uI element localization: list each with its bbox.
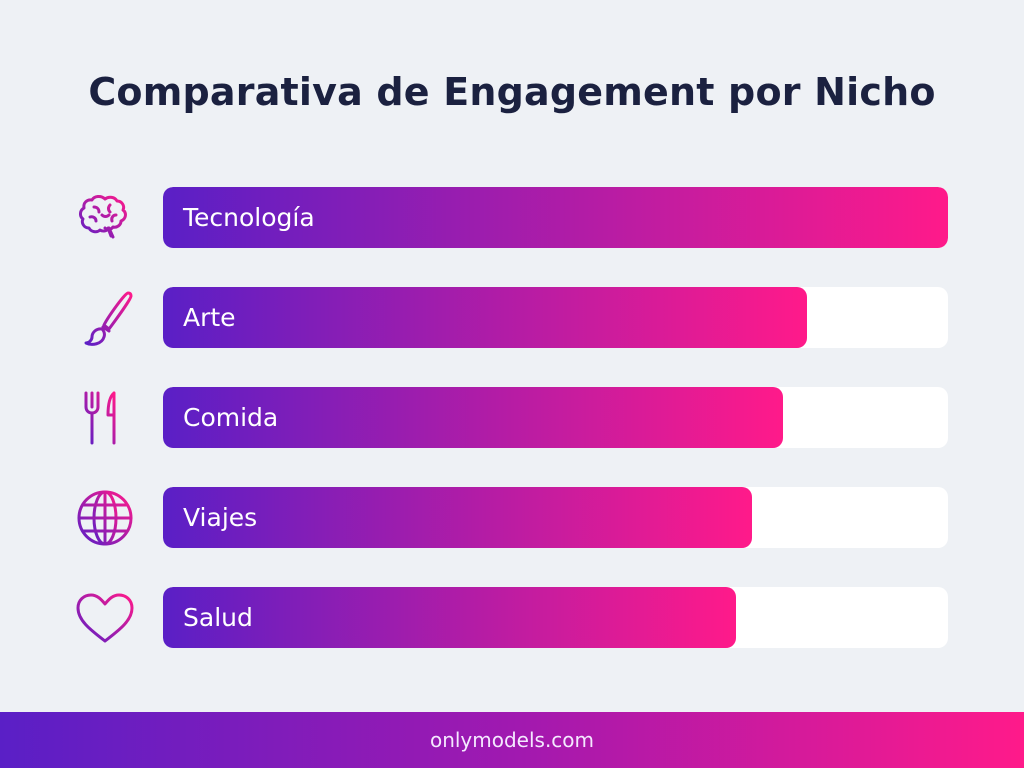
bar-row: Viajes — [0, 487, 1024, 549]
footer-text: onlymodels.com — [429, 728, 595, 752]
heart-icon — [76, 593, 134, 643]
category-label: Viajes — [183, 503, 258, 532]
bar — [163, 187, 948, 248]
bar — [163, 287, 807, 348]
bar-row: Salud — [0, 587, 1024, 649]
bar-track: Arte — [163, 287, 948, 348]
bar-row: Arte — [0, 287, 1024, 349]
category-label: Salud — [183, 603, 253, 632]
paintbrush-icon — [84, 291, 133, 346]
bar-track: Tecnología — [163, 187, 948, 248]
category-label: Arte — [183, 303, 236, 332]
bar-track: Viajes — [163, 487, 948, 548]
bar-track: Salud — [163, 587, 948, 648]
footer-bar: onlymodels.com — [0, 712, 1024, 768]
bar-row: Tecnología — [0, 187, 1024, 249]
category-label: Tecnología — [183, 203, 315, 232]
chart-title: Comparativa de Engagement por Nicho — [88, 70, 936, 114]
bar-row: Comida — [0, 387, 1024, 449]
fork-knife-icon — [84, 391, 116, 445]
bar — [163, 487, 752, 548]
category-label: Comida — [183, 403, 279, 432]
bar — [163, 587, 737, 648]
brain-icon — [79, 195, 127, 239]
globe-icon — [77, 490, 133, 546]
bar — [163, 387, 784, 448]
bar-track: Comida — [163, 387, 948, 448]
